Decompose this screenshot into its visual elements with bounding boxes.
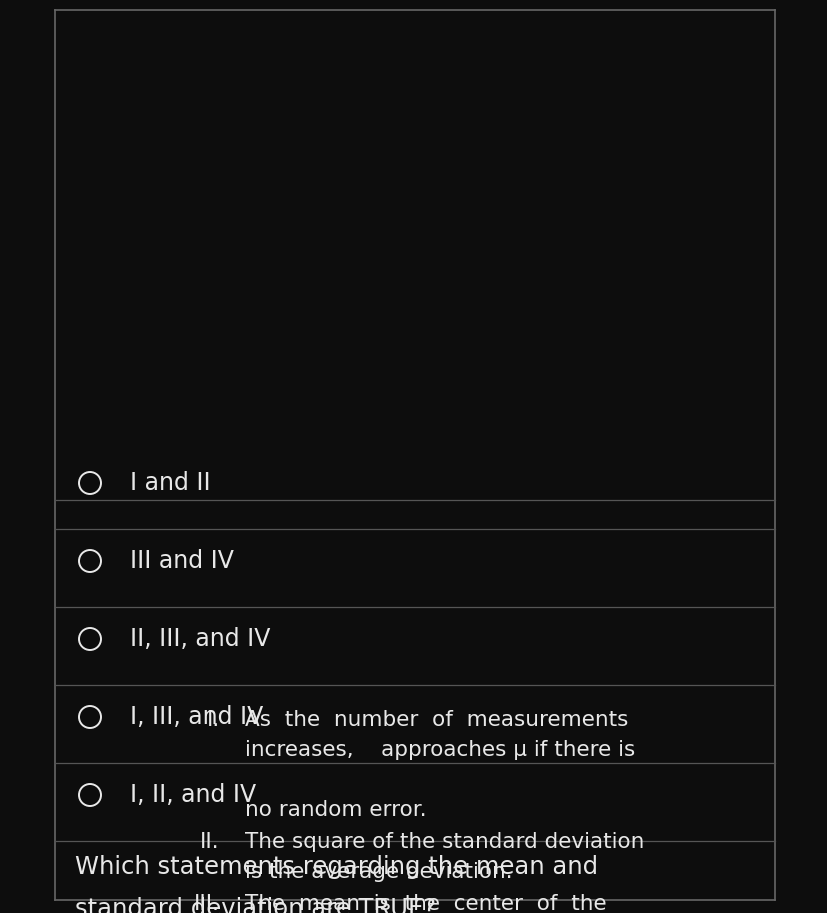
Text: Which statements regarding the mean and: Which statements regarding the mean and [75, 855, 597, 879]
Text: The square of the standard deviation: The square of the standard deviation [245, 832, 643, 852]
Text: no random error.: no random error. [245, 800, 426, 820]
Text: I and II: I and II [130, 471, 210, 495]
Text: standard deviation are TRUE?: standard deviation are TRUE? [75, 897, 436, 913]
Text: I, III, and IV: I, III, and IV [130, 705, 263, 729]
Text: increases,    approaches μ if there is: increases, approaches μ if there is [245, 740, 634, 760]
Text: I.: I. [207, 710, 220, 730]
Text: III.: III. [194, 894, 220, 913]
Text: II, III, and IV: II, III, and IV [130, 627, 270, 651]
Text: As  the  number  of  measurements: As the number of measurements [245, 710, 628, 730]
Text: III and IV: III and IV [130, 549, 233, 573]
Text: I, II, and IV: I, II, and IV [130, 783, 256, 807]
Text: The  mean  is  the  center  of  the: The mean is the center of the [245, 894, 606, 913]
Text: is the average deviation.: is the average deviation. [245, 862, 512, 882]
Text: II.: II. [200, 832, 220, 852]
